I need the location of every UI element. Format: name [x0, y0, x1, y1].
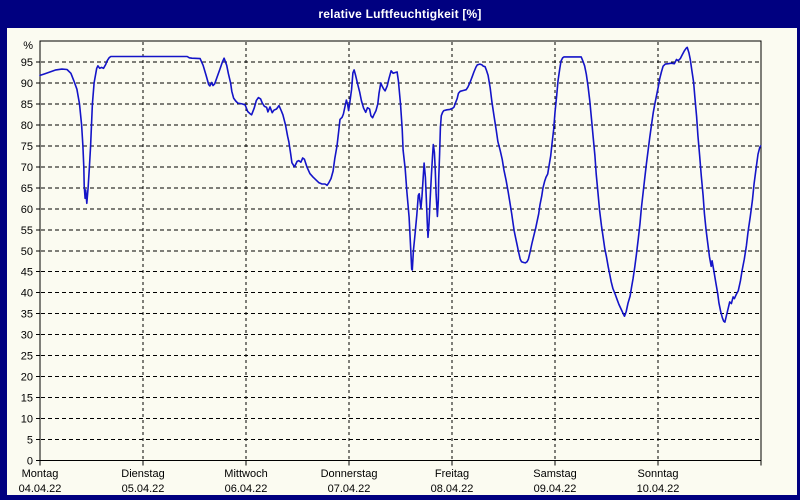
x-axis-date-label: 06.04.22: [225, 483, 268, 495]
y-axis-tick-label: 95: [21, 57, 33, 69]
y-axis-unit-label: %: [23, 40, 33, 52]
x-axis-day-label: Sonntag: [638, 468, 679, 480]
y-axis-tick-label: 10: [21, 414, 33, 426]
y-axis-tick-label: 25: [21, 351, 33, 363]
y-axis-tick-label: 50: [21, 246, 33, 258]
y-axis-tick-label: 70: [21, 162, 33, 174]
x-axis-day-label: Samstag: [533, 468, 576, 480]
y-axis-tick-label: 40: [21, 288, 33, 300]
x-axis-date-label: 09.04.22: [534, 483, 577, 495]
y-axis-tick-label: 80: [21, 120, 33, 132]
y-axis-tick-label: 90: [21, 78, 33, 90]
title-bar: relative Luftfeuchtigkeit [%]: [0, 0, 800, 28]
x-axis-date-label: 10.04.22: [637, 483, 680, 495]
y-axis-tick-label: 60: [21, 204, 33, 216]
x-axis-date-label: 04.04.22: [19, 483, 62, 495]
y-axis-tick-label: 20: [21, 372, 33, 384]
y-axis-tick-label: 5: [27, 435, 33, 447]
humidity-series-line: [39, 46, 762, 323]
chart-background: [7, 28, 797, 495]
y-axis-tick-label: 15: [21, 393, 33, 405]
y-axis-tick-label: 55: [21, 225, 33, 237]
x-axis-day-label: Montag: [22, 468, 59, 480]
x-axis-date-label: 07.04.22: [328, 483, 371, 495]
chart-title: relative Luftfeuchtigkeit [%]: [318, 7, 482, 21]
y-axis-tick-label: 45: [21, 267, 33, 279]
y-axis-tick-label: 35: [21, 309, 33, 321]
x-axis-date-label: 08.04.22: [431, 483, 474, 495]
y-axis-tick-label: 30: [21, 330, 33, 342]
x-axis-date-label: 05.04.22: [122, 483, 165, 495]
x-axis-day-label: Dienstag: [121, 468, 164, 480]
y-axis-tick-label: 75: [21, 141, 33, 153]
y-axis-tick-label: 0: [27, 456, 33, 468]
x-axis-day-label: Mittwoch: [224, 468, 267, 480]
x-axis-day-label: Donnerstag: [321, 468, 378, 480]
y-axis-tick-label: 85: [21, 99, 33, 111]
y-axis-tick-label: 65: [21, 183, 33, 195]
x-axis-day-label: Freitag: [435, 468, 469, 480]
